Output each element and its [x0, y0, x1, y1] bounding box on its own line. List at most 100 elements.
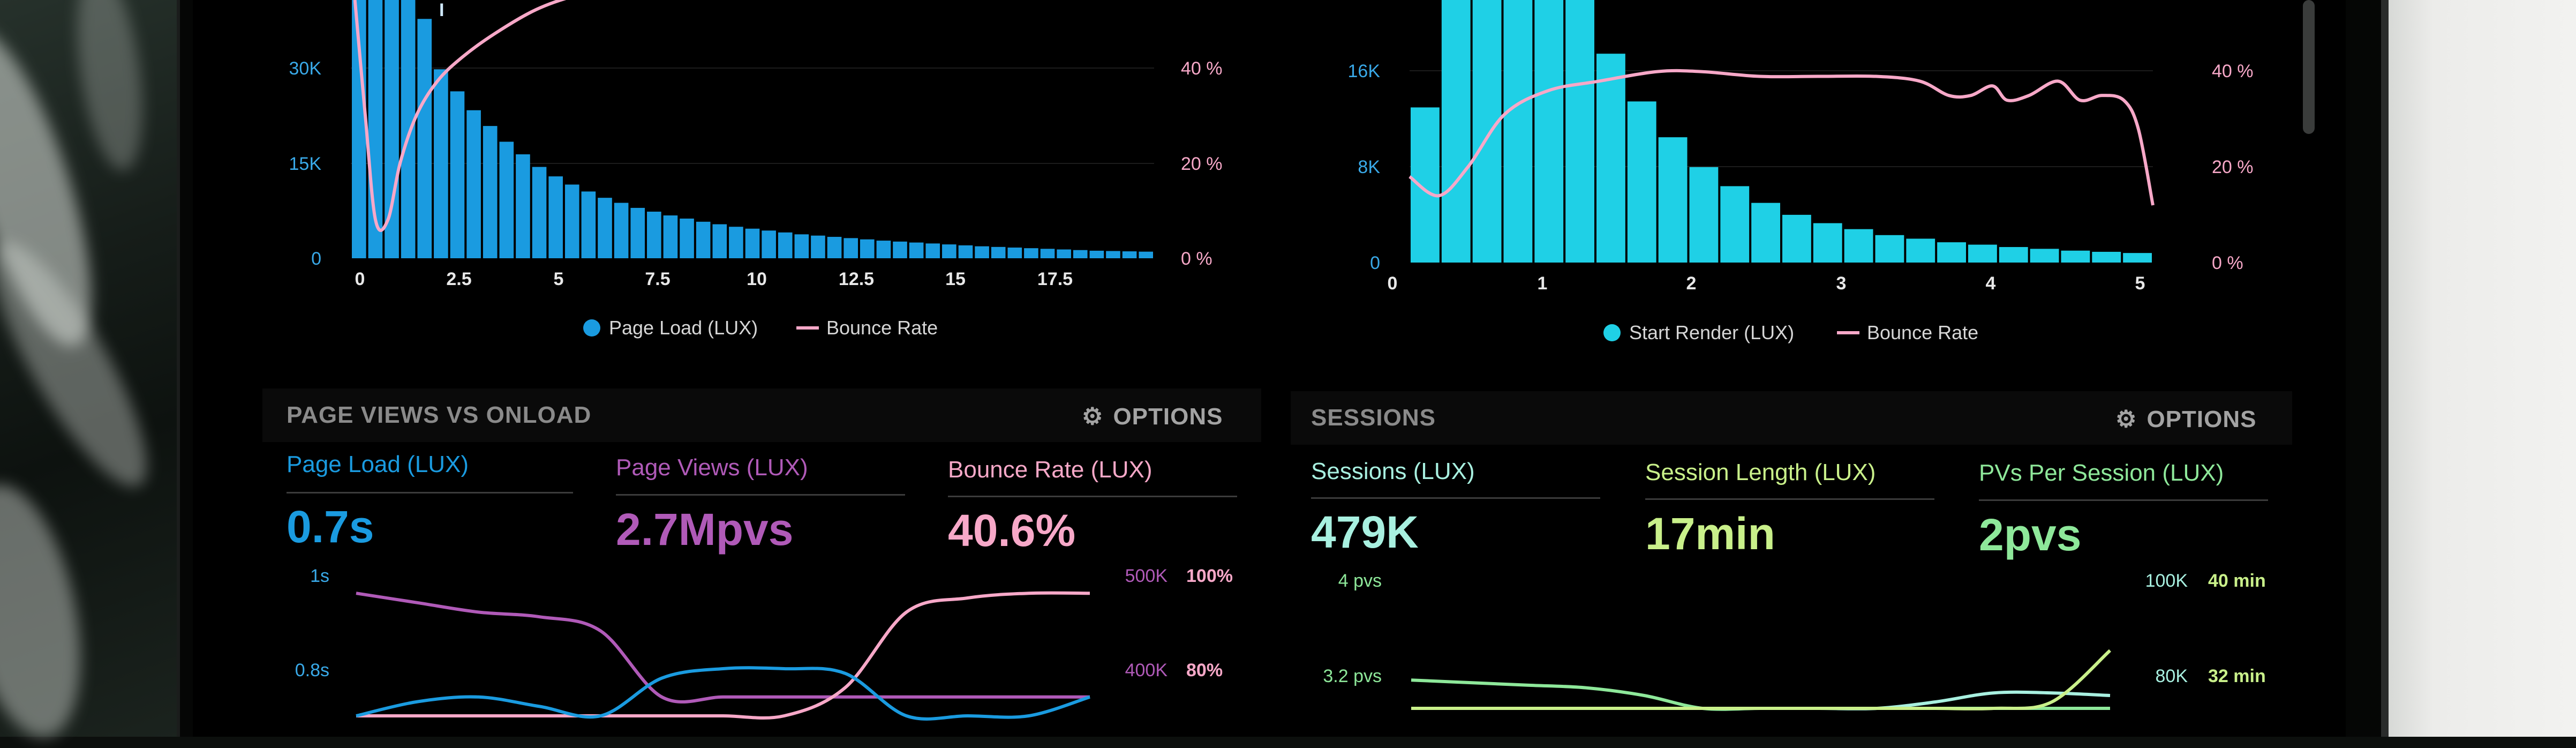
bar — [1024, 248, 1038, 258]
bar — [1441, 0, 1471, 263]
metric-value-pvs-per-session: 2pvs — [1979, 510, 2082, 560]
metric-value-page-views: 2.7Mpvs — [616, 504, 794, 555]
x-tick-label: 10 — [747, 269, 767, 289]
bar — [2123, 253, 2152, 263]
y-tick-label-right: 40 % — [1181, 58, 1223, 79]
bar — [1844, 229, 1873, 263]
bar — [466, 110, 481, 259]
page-load-histogram: 0 2.5 5 7.5 10 12.5 15 17.5 0 15K 30K 0 % 20 % 40 % Pa… — [289, 0, 1223, 339]
bar — [532, 167, 547, 258]
options-button-right[interactable]: ⚙ OPTIONS — [2115, 406, 2256, 433]
bar — [1782, 214, 1811, 263]
bar — [598, 198, 612, 258]
x-tick-label: 0 — [355, 269, 365, 289]
options-button-left[interactable]: ⚙ OPTIONS — [1082, 403, 1223, 430]
bar — [663, 215, 678, 258]
bar — [893, 241, 907, 258]
bar — [1472, 0, 1502, 263]
bar — [827, 237, 842, 258]
y-tick-label: 0.8s — [295, 660, 329, 680]
scrollbar-thumb[interactable] — [2303, 0, 2315, 134]
y-tick-label: 0 — [1370, 253, 1380, 273]
bar — [581, 191, 596, 258]
metric-label-page-load: Page Load (LUX) — [287, 451, 469, 477]
bar — [630, 207, 645, 258]
x-tick-label: 0 — [1388, 273, 1398, 294]
bar — [991, 246, 1006, 258]
bar — [860, 239, 875, 258]
x-tick-label: 4 — [1986, 273, 1996, 294]
y-tick-label: 0 — [311, 249, 321, 269]
series-line — [1411, 678, 2110, 711]
bar — [516, 154, 530, 258]
bar — [745, 228, 760, 258]
bar — [680, 218, 694, 258]
bar — [925, 243, 940, 258]
bar — [1411, 107, 1440, 263]
bar — [614, 203, 629, 258]
metric-label-page-views: Page Views (LUX) — [616, 454, 808, 481]
x-tick-label: 12.5 — [839, 269, 874, 289]
y-tick-label: 8K — [1358, 157, 1380, 177]
x-tick-label: 2 — [1686, 273, 1697, 294]
y-tick-label: 4 pvs — [1338, 571, 1382, 591]
panel-header-page-views — [262, 388, 1261, 442]
panel-title-sessions: SESSIONS — [1311, 405, 1436, 431]
metric-rule — [616, 494, 905, 496]
start-render-histogram: 0 1 2 3 4 5 0 8K 16K 0 % 20 % 40 % Start Render (LUX… — [1348, 0, 2254, 343]
y-tick-label: 16K — [1348, 61, 1381, 81]
bar — [434, 69, 448, 258]
bar — [1534, 0, 1564, 263]
series-line — [1411, 690, 2111, 710]
options-label: OPTIONS — [1113, 403, 1223, 430]
x-tick-label: 5 — [554, 269, 564, 289]
x-tick-label: 17.5 — [1037, 269, 1073, 289]
background-wall — [2372, 0, 2576, 737]
bar — [1073, 250, 1088, 258]
bar — [762, 230, 776, 258]
bar — [1627, 101, 1656, 263]
bar — [1089, 250, 1104, 258]
metric-rule — [948, 496, 1237, 497]
metric-value-bounce-rate: 40.6% — [948, 505, 1076, 556]
bounce-rate-line — [353, 0, 567, 232]
bar — [958, 245, 973, 258]
bar — [1968, 244, 1997, 263]
bar — [712, 224, 727, 258]
bar — [1122, 251, 1137, 258]
y-tick-label-right: 20 % — [2212, 157, 2254, 177]
bar — [2092, 251, 2121, 263]
series-line — [1411, 649, 2111, 710]
metric-label-sessions: Sessions (LUX) — [1311, 458, 1475, 484]
panel-title-page-views: PAGE VIEWS VS ONLOAD — [287, 402, 592, 428]
y-tick-label-right: 400K — [1125, 660, 1168, 680]
bar — [548, 176, 563, 258]
bar — [1937, 242, 1966, 263]
metric-label-bounce-rate: Bounce Rate (LUX) — [948, 457, 1153, 483]
y-tick-label-right: 32 min — [2208, 666, 2266, 686]
metric-rule — [1645, 498, 1934, 500]
y-tick-label: 30K — [289, 58, 322, 79]
y-tick-label-right: 80% — [1186, 660, 1223, 680]
bar — [483, 126, 498, 258]
bar — [811, 235, 825, 258]
bar — [1503, 0, 1533, 263]
bar — [1689, 167, 1719, 263]
bar — [876, 241, 891, 258]
metric-label-session-length: Session Length (LUX) — [1645, 459, 1876, 485]
x-tick-label: 3 — [1836, 273, 1847, 294]
bar — [1007, 248, 1022, 258]
bar — [401, 0, 416, 258]
bar — [2061, 250, 2090, 263]
series-line — [356, 592, 1090, 704]
metric-value-page-load: 0.7s — [287, 502, 374, 552]
bar — [1906, 238, 1935, 263]
background-plant — [0, 0, 185, 748]
bounce-rate-line — [1408, 69, 2155, 206]
y-tick-label-right: 80K — [2156, 666, 2188, 686]
bar — [1139, 251, 1153, 258]
metric-rule — [287, 492, 573, 493]
x-tick-label: 7.5 — [645, 269, 670, 289]
gear-icon: ⚙ — [1082, 403, 1104, 430]
bar — [2030, 249, 2059, 263]
